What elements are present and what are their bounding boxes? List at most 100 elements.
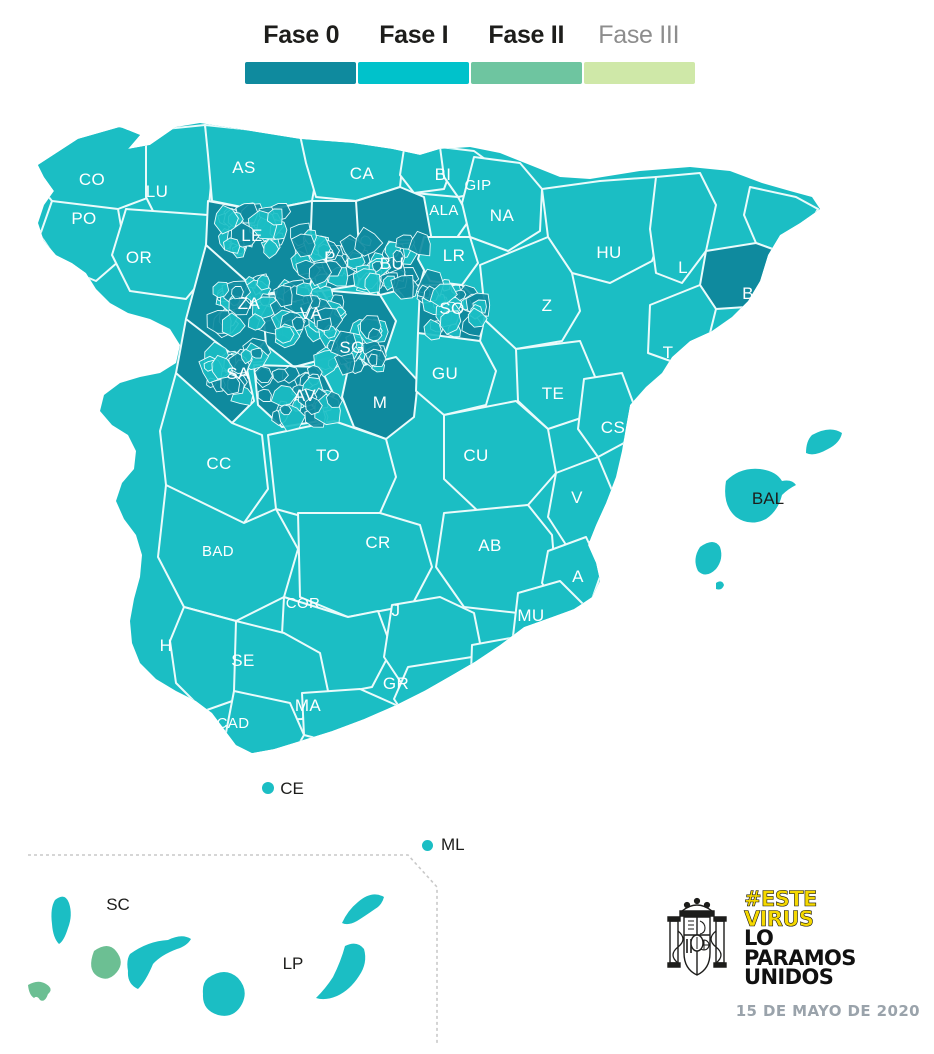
province-label-sg: SG [339, 338, 364, 357]
province-label-cr: CR [365, 533, 390, 552]
province-label-so: SO [439, 299, 464, 318]
province-label-gu: GU [432, 364, 458, 383]
health-zones-av [270, 364, 343, 432]
island-menorca[interactable] [806, 429, 842, 455]
province-label-ca: CA [350, 164, 375, 183]
province-label-t: T [663, 343, 674, 362]
health-zones-za [206, 273, 285, 339]
health-zones-le [213, 202, 292, 259]
province-z[interactable] [479, 236, 581, 350]
legend-swatch-row [245, 62, 695, 84]
health-zones-so [415, 268, 491, 341]
island-gran-canaria[interactable] [202, 972, 245, 1016]
province-as[interactable] [204, 124, 319, 212]
campaign-line-unidos: UNIDOS [744, 965, 834, 990]
province-label-cu: CU [463, 446, 488, 465]
province-label-m: M [373, 393, 388, 412]
province-label-hu: HU [596, 243, 621, 262]
island-lanzarote[interactable] [342, 894, 384, 925]
campaign-line-virus: VIRUS [744, 906, 815, 931]
province-label-p: P [324, 248, 336, 267]
province-label-se: SE [231, 651, 254, 670]
province-label-as: AS [232, 158, 255, 177]
health-zones-p [290, 222, 371, 290]
province-label-cc: CC [206, 454, 231, 473]
legend-swatch-fase-0 [245, 62, 356, 84]
island-mallorca[interactable] [725, 468, 796, 523]
province-label-to: TO [316, 446, 340, 465]
province-label-j: J [392, 601, 401, 620]
province-label-or: OR [126, 248, 152, 267]
province-l[interactable] [649, 172, 717, 284]
province-label-bi: BI [435, 165, 452, 184]
canary-svg: SC LP [28, 854, 438, 1045]
legend-label-fase-1: Fase I [379, 21, 449, 49]
canary-label-lp: LP [283, 954, 304, 973]
province-lu[interactable] [145, 124, 213, 226]
campaign-text: #ESTE VIRUS LO PARAMOS UNIDOS [744, 887, 857, 990]
spain-map: CO LU PO OR AS CA BI GIP ALA NA LE P BU LR HU L GIR B ZA VA… [0, 105, 934, 825]
health-zones-va [269, 278, 347, 349]
province-label-va: VA [300, 304, 322, 323]
campaign-line-este: #ESTE [744, 887, 818, 911]
province-label-lr: LR [443, 246, 466, 265]
island-la-gomera[interactable] [91, 946, 121, 979]
island-el-hierro[interactable] [28, 981, 51, 1001]
legend-swatch-fase-3 [584, 62, 695, 84]
marker-melilla: ML [422, 835, 465, 855]
province-label-ab: AB [478, 536, 501, 555]
legend-label-fase-3: Fase III [598, 21, 680, 49]
canary-island-shapes [28, 894, 384, 1016]
province-label-h: H [160, 636, 173, 655]
province-cu[interactable] [443, 400, 557, 514]
legend-swatch-fase-1 [358, 62, 469, 84]
melilla-dot-icon [422, 839, 433, 851]
label-bal: BAL [752, 489, 784, 508]
province-label-z: Z [542, 296, 553, 315]
province-label-na: NA [490, 206, 515, 225]
health-zones-sa [198, 337, 274, 407]
province-label-ala: ALA [429, 202, 459, 219]
province-label-l: L [678, 258, 688, 277]
province-gr[interactable] [393, 656, 507, 732]
island-fuerteventura[interactable] [316, 943, 366, 1000]
province-m[interactable] [341, 356, 419, 440]
island-ibiza[interactable] [695, 542, 722, 575]
health-zones-bu [352, 226, 431, 300]
province-label-a: A [572, 567, 584, 586]
province-label-sa: SA [226, 364, 250, 383]
province-cr[interactable] [297, 512, 433, 618]
province-label-cad: CAD [217, 715, 250, 732]
map-date: 15 DE MAYO DE 2020 [735, 1001, 920, 1020]
province-label-ma: MA [295, 696, 322, 715]
province-gu[interactable] [415, 332, 497, 416]
province-to[interactable] [267, 420, 397, 524]
canary-label-group: SC LP [106, 895, 303, 973]
island-formentera[interactable] [716, 581, 724, 590]
province-label-za: ZA [238, 294, 261, 313]
province-na[interactable] [461, 156, 543, 252]
phase-legend: Fase 0 Fase I Fase II Fase III [245, 20, 695, 84]
ceuta-label: CE [280, 779, 304, 798]
province-label-lu: LU [146, 182, 169, 201]
province-label-bu: BU [380, 254, 404, 273]
legend-label-fase-2: Fase II [488, 21, 565, 49]
island-la-palma[interactable] [51, 896, 71, 944]
province-b[interactable] [699, 242, 779, 310]
canary-frame-border [28, 854, 438, 1045]
province-label-gip: GIP [464, 177, 491, 194]
province-label-bad: BAD [202, 543, 234, 560]
island-tenerife[interactable] [127, 936, 191, 989]
melilla-label: ML [441, 835, 465, 854]
province-label-le: LE [241, 226, 263, 245]
province-label-gr: GR [383, 674, 409, 693]
legend-swatch-fase-2 [471, 62, 582, 84]
province-label-v: V [571, 488, 583, 507]
province-label-b: B [742, 284, 754, 303]
province-label-mu: MU [517, 606, 544, 625]
ceuta-dot-icon [262, 782, 274, 794]
legend-label-row: Fase 0 Fase I Fase II Fase III [245, 20, 695, 50]
legend-label-fase-0: Fase 0 [263, 21, 340, 49]
province-label-alm: ALM [460, 673, 492, 690]
